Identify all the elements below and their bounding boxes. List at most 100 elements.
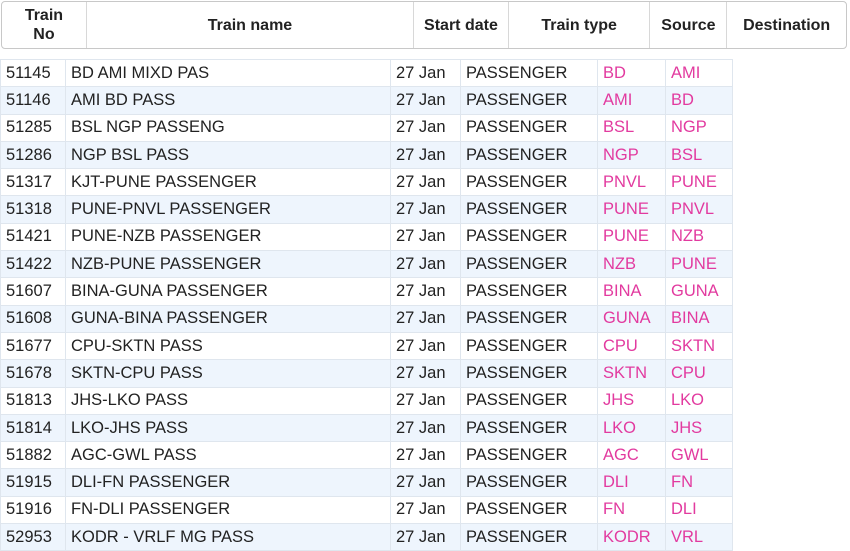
table-cell: 27 Jan [390,468,461,497]
table-cell: PUNE-PNVL PASSENGER [65,195,391,224]
table-row: 51145 BD AMI MIXD PAS 27 Jan PASSENGER BD AMI [0,58,733,88]
table-cell: CPU-SKTN PASS [65,331,391,361]
table-cell: PASSENGER [460,413,598,443]
table-cell: NZB [665,222,733,252]
table-cell: PNVL [597,168,666,197]
table-header: Train No Train name Start date Train type So… [1,1,847,49]
table-cell: 27 Jan [390,86,461,115]
table-cell: BSL [597,113,666,142]
table-cell: LKO [597,413,666,443]
table-cell: 51286 [0,140,66,170]
table-cell: PASSENGER [460,86,598,115]
table-cell: AGC-GWL PASS [65,441,391,470]
column-header: Train name [87,2,415,48]
table-row: 51882 AGC-GWL PASS 27 Jan PASSENGER AGC GWL [0,441,733,470]
table-row: 51608 GUNA-BINA PASSENGER 27 Jan PASSENGER G… [0,304,733,333]
table-cell: BD [665,86,733,115]
table-cell: PASSENGER [460,523,598,551]
table-cell: KODR [597,523,666,551]
table-row: 51677 CPU-SKTN PASS 27 Jan PASSENGER CPU SKTN [0,331,733,361]
table-cell: PASSENGER [460,331,598,361]
table-cell: PASSENGER [460,250,598,279]
table-row: 52953 KODR - VRLF MG PASS 27 Jan PASSENGER K… [0,523,733,551]
table-cell: PASSENGER [460,168,598,197]
table-cell: PASSENGER [460,58,598,88]
table-cell: LKO [665,386,733,415]
table-cell: 51916 [0,495,66,525]
table-row: 51814 LKO-JHS PASS 27 Jan PASSENGER LKO JHS [0,413,733,443]
table-cell: 51317 [0,168,66,197]
table-cell: 27 Jan [390,140,461,170]
table-cell: 51882 [0,441,66,470]
table-cell: PUNE [665,250,733,279]
table-cell: GUNA [597,304,666,333]
table-cell: CPU [597,331,666,361]
table-cell: BINA [665,304,733,333]
table-cell: DLI-FN PASSENGER [65,468,391,497]
table-row: 51678 SKTN-CPU PASS 27 Jan PASSENGER SKTN CPU [0,359,733,388]
table-cell: AMI BD PASS [65,86,391,115]
table-cell: PUNE [597,195,666,224]
table-cell: PUNE [665,168,733,197]
table-cell: 27 Jan [390,58,461,88]
table-cell: SKTN [665,331,733,361]
table-cell: PASSENGER [460,222,598,252]
table-cell: PASSENGER [460,441,598,470]
table-cell: 51814 [0,413,66,443]
table-row: 51813 JHS-LKO PASS 27 Jan PASSENGER JHS LKO [0,386,733,415]
table-row: 51421 PUNE-NZB PASSENGER 27 Jan PASSENGER PU… [0,222,733,252]
table-cell: PUNE [597,222,666,252]
table-cell: 27 Jan [390,523,461,551]
table-cell: 27 Jan [390,195,461,224]
column-header: Train No [2,2,87,48]
table-cell: 51678 [0,359,66,388]
table-cell: BINA-GUNA PASSENGER [65,277,391,306]
table-cell: FN [597,495,666,525]
table-cell: BD [597,58,666,88]
table-cell: PASSENGER [460,277,598,306]
train-table: 51145 BD AMI MIXD PAS 27 Jan PASSENGER BD AMI… [0,58,733,551]
table-cell: PASSENGER [460,468,598,497]
table-cell: DLI [665,495,733,525]
table-cell: BD AMI MIXD PAS [65,58,391,88]
table-cell: 52953 [0,523,66,551]
table-cell: 27 Jan [390,222,461,252]
table-cell: GWL [665,441,733,470]
table-cell: SKTN [597,359,666,388]
table-cell: 27 Jan [390,277,461,306]
table-cell: 51608 [0,304,66,333]
table-cell: 27 Jan [390,359,461,388]
table-cell: 51915 [0,468,66,497]
table-cell: 27 Jan [390,331,461,361]
table-cell: VRL [665,523,733,551]
table-row: 51317 KJT-PUNE PASSENGER 27 Jan PASSENGER PN… [0,168,733,197]
table-cell: 27 Jan [390,441,461,470]
table-cell: 51145 [0,58,66,88]
table-row: 51286 NGP BSL PASS 27 Jan PASSENGER NGP BSL [0,140,733,170]
table-cell: 27 Jan [390,113,461,142]
table-cell: 51422 [0,250,66,279]
table-cell: JHS [665,413,733,443]
table-cell: 51318 [0,195,66,224]
table-cell: PASSENGER [460,359,598,388]
table-cell: SKTN-CPU PASS [65,359,391,388]
table-cell: NZB [597,250,666,279]
table-cell: PUNE-NZB PASSENGER [65,222,391,252]
table-cell: GUNA-BINA PASSENGER [65,304,391,333]
table-cell: KODR - VRLF MG PASS [65,523,391,551]
column-header: Source [650,2,728,48]
table-cell: 51677 [0,331,66,361]
column-header: Destination [743,16,831,34]
table-cell: 27 Jan [390,495,461,525]
table-cell: NGP [665,113,733,142]
table-cell: CPU [665,359,733,388]
table-cell: 51813 [0,386,66,415]
table-cell: PASSENGER [460,386,598,415]
table-cell: NZB-PUNE PASSENGER [65,250,391,279]
table-cell: FN-DLI PASSENGER [65,495,391,525]
table-cell: NGP [597,140,666,170]
table-cell: KJT-PUNE PASSENGER [65,168,391,197]
table-row: 51285 BSL NGP PASSENG 27 Jan PASSENGER BSL NG… [0,113,733,142]
